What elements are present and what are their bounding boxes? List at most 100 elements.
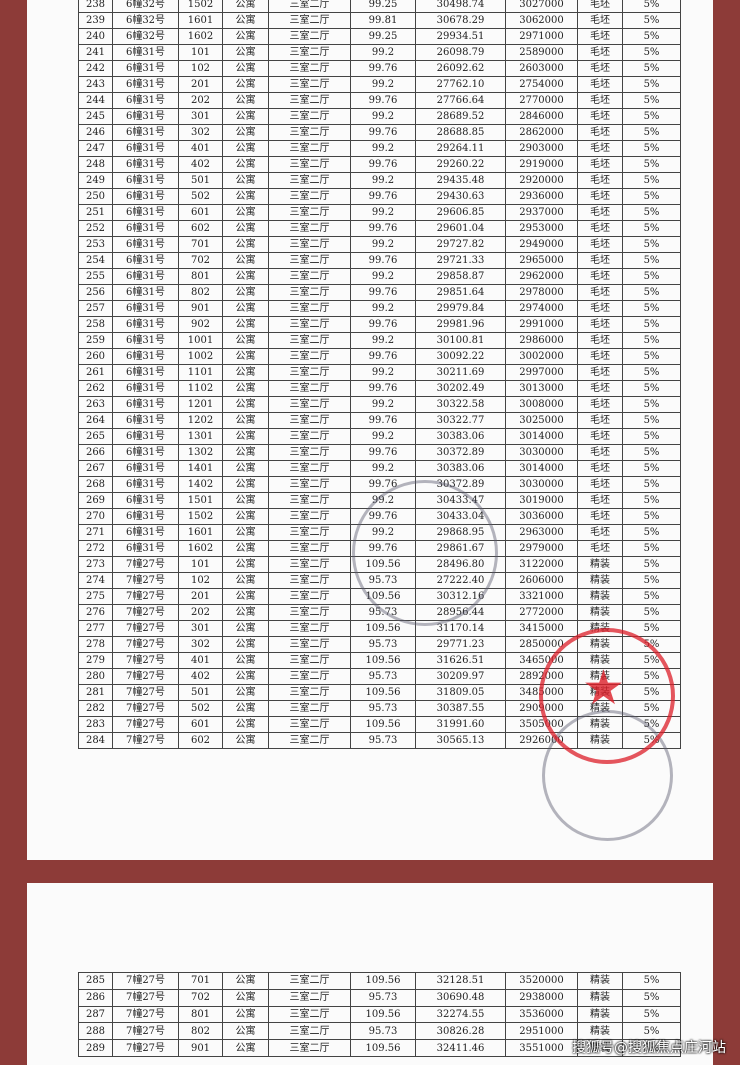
- table-cell: 毛坯: [577, 252, 623, 269]
- table-cell: 6幢31号: [112, 188, 179, 205]
- table-cell: 公寓: [222, 716, 269, 733]
- table-cell: 2603000: [505, 60, 578, 77]
- table-cell: 1502: [178, 0, 223, 13]
- table-cell: 毛坯: [577, 268, 623, 285]
- table-row: 268 6幢31号 1402 公寓 三室二厅 99.76 30372.89 3030000 毛坯…: [78, 476, 681, 493]
- table-cell: 毛坯: [577, 300, 623, 317]
- table-row: 263 6幢31号 1201 公寓 三室二厅 99.2 30322.58 3008000 毛坯 5…: [78, 396, 681, 413]
- table-cell: 99.2: [350, 204, 416, 221]
- table-cell: 精装: [577, 988, 623, 1007]
- table-cell: 毛坯: [577, 332, 623, 349]
- table-cell: 109.56: [350, 652, 416, 669]
- table-cell: 公寓: [222, 220, 269, 237]
- table-cell: 三室二厅: [268, 380, 351, 397]
- table-cell: 5%: [622, 0, 681, 13]
- table-cell: 5%: [622, 588, 681, 605]
- table-row: 252 6幢31号 602 公寓 三室二厅 99.76 29601.04 2953000 毛坯 5…: [78, 220, 681, 237]
- table-cell: 三室二厅: [268, 972, 351, 990]
- table-cell: 5%: [622, 252, 681, 269]
- red-stamp: [539, 628, 675, 764]
- table-cell: 2938000: [505, 988, 578, 1007]
- table-cell: 263: [78, 396, 113, 413]
- table-cell: 公寓: [222, 1039, 269, 1057]
- table-cell: 毛坯: [577, 124, 623, 141]
- table-cell: 601: [178, 716, 223, 733]
- table-cell: 6幢31号: [112, 236, 179, 253]
- table-cell: 27766.64: [415, 92, 506, 109]
- table-row: 253 6幢31号 701 公寓 三室二厅 99.2 29727.82 2949000 毛坯 5%: [78, 236, 681, 253]
- table-cell: 99.76: [350, 124, 416, 141]
- table-cell: 6幢31号: [112, 540, 179, 557]
- table-cell: 902: [178, 316, 223, 333]
- table-cell: 5%: [622, 1039, 681, 1057]
- table-cell: 公寓: [222, 380, 269, 397]
- table-cell: 三室二厅: [268, 492, 351, 509]
- table-cell: 6幢31号: [112, 396, 179, 413]
- table-cell: 30383.06: [415, 428, 506, 445]
- table-cell: 毛坯: [577, 444, 623, 461]
- table-cell: 三室二厅: [268, 508, 351, 525]
- table-cell: 7幢27号: [112, 1022, 179, 1041]
- table-cell: 三室二厅: [268, 44, 351, 61]
- table-cell: 5%: [622, 396, 681, 413]
- table-cell: 精装: [577, 572, 623, 589]
- table-cell: 265: [78, 428, 113, 445]
- table-cell: 1401: [178, 460, 223, 477]
- table-cell: 301: [178, 108, 223, 125]
- table-cell: 3019000: [505, 492, 578, 509]
- table-cell: 5%: [622, 540, 681, 557]
- table-cell: 2963000: [505, 524, 578, 541]
- table-cell: 99.76: [350, 412, 416, 429]
- table-cell: 109.56: [350, 1005, 416, 1024]
- table-cell: 三室二厅: [268, 1039, 351, 1057]
- table-cell: 101: [178, 44, 223, 61]
- table-cell: 109.56: [350, 972, 416, 990]
- table-cell: 30690.48: [415, 988, 506, 1007]
- table-cell: 公寓: [222, 588, 269, 605]
- table-cell: 3008000: [505, 396, 578, 413]
- table-cell: 5%: [622, 60, 681, 77]
- table-cell: 1501: [178, 492, 223, 509]
- table-cell: 三室二厅: [268, 988, 351, 1007]
- table-cell: 三室二厅: [268, 460, 351, 477]
- table-cell: 公寓: [222, 92, 269, 109]
- table-cell: 243: [78, 76, 113, 93]
- table-cell: 三室二厅: [268, 732, 351, 749]
- table-cell: 30211.69: [415, 364, 506, 381]
- table-cell: 三室二厅: [268, 92, 351, 109]
- table-cell: 5%: [622, 508, 681, 525]
- table-cell: 277: [78, 620, 113, 637]
- table-cell: 401: [178, 140, 223, 157]
- table-cell: 三室二厅: [268, 268, 351, 285]
- table-cell: 毛坯: [577, 508, 623, 525]
- table-cell: 302: [178, 636, 223, 653]
- table-cell: 2962000: [505, 268, 578, 285]
- table-cell: 245: [78, 108, 113, 125]
- table-cell: 95.73: [350, 636, 416, 653]
- table-cell: 6幢31号: [112, 300, 179, 317]
- table-cell: 7幢27号: [112, 556, 179, 573]
- table-row: 267 6幢31号 1401 公寓 三室二厅 99.2 30383.06 3014000 毛坯 5…: [78, 460, 681, 477]
- table-cell: 公寓: [222, 972, 269, 990]
- table-cell: 99.76: [350, 220, 416, 237]
- table-cell: 5%: [622, 1005, 681, 1024]
- table-cell: 6幢31号: [112, 492, 179, 509]
- page-sheet: 285 7幢27号 701 公寓 三室二厅 109.56 32128.51 3520000 精装…: [27, 883, 713, 1065]
- table-cell: 6幢31号: [112, 268, 179, 285]
- table-cell: 2772000: [505, 604, 578, 621]
- table-row: 287 7幢27号 801 公寓 三室二厅 109.56 32274.55 3536000 精装…: [78, 1005, 681, 1024]
- table-cell: 95.73: [350, 988, 416, 1007]
- table-cell: 公寓: [222, 412, 269, 429]
- table-cell: 5%: [622, 332, 681, 349]
- table-cell: 241: [78, 44, 113, 61]
- table-cell: 99.2: [350, 236, 416, 253]
- table-cell: 99.2: [350, 332, 416, 349]
- gray-stamp: [352, 480, 498, 626]
- table-cell: 6幢31号: [112, 44, 179, 61]
- table-cell: 6幢31号: [112, 92, 179, 109]
- table-cell: 6幢31号: [112, 172, 179, 189]
- table-cell: 毛坯: [577, 12, 623, 29]
- table-cell: 2965000: [505, 252, 578, 269]
- table-cell: 248: [78, 156, 113, 173]
- table-cell: 公寓: [222, 156, 269, 173]
